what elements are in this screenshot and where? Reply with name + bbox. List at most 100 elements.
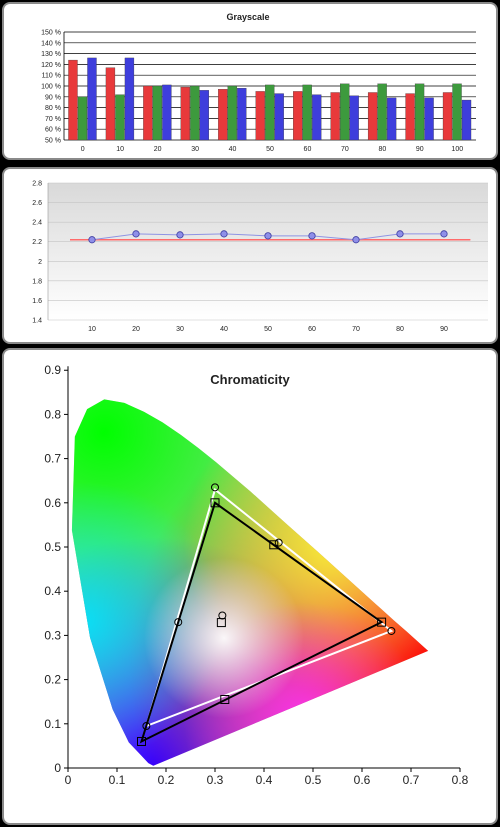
bar (274, 93, 284, 141)
bar (180, 86, 190, 141)
bar (255, 91, 265, 141)
y-tick-label: 0.5 (44, 540, 61, 554)
x-tick-label: 0 (81, 146, 85, 153)
x-tick-label: 40 (229, 146, 237, 153)
bar (330, 92, 340, 141)
y-tick-label: 1.6 (32, 298, 42, 305)
y-tick-label: 2.8 (32, 181, 42, 188)
measured-point (218, 611, 227, 620)
x-tick-label: 0.6 (354, 773, 371, 787)
y-tick-label: 2.2 (32, 239, 42, 246)
bar (237, 88, 247, 141)
x-tick-label: 0.5 (305, 773, 322, 787)
bar (227, 85, 237, 141)
bar (265, 84, 275, 141)
x-tick-label: 0.2 (158, 773, 175, 787)
gamma-point (88, 236, 96, 244)
measured-point (142, 722, 151, 731)
y-tick-label: 50 % (45, 138, 61, 145)
x-tick-label: 90 (416, 146, 424, 153)
y-tick-label: 0.8 (44, 407, 61, 421)
bar (293, 91, 303, 141)
x-tick-label: 0.3 (207, 773, 224, 787)
y-tick-label: 0.4 (44, 584, 61, 598)
x-tick-label: 50 (264, 326, 272, 333)
measured-point (387, 626, 396, 635)
bar (77, 96, 88, 141)
x-tick-label: 20 (154, 146, 162, 153)
y-tick-label: 1.4 (32, 318, 42, 325)
bar (87, 57, 97, 141)
x-tick-label: 80 (396, 326, 404, 333)
y-tick-label: 100 % (41, 84, 61, 91)
chromaticity-title: Chromaticity (210, 372, 290, 387)
bar (349, 95, 359, 141)
x-tick-label: 0.1 (109, 773, 126, 787)
x-tick-label: 50 (266, 146, 274, 153)
bar (424, 97, 434, 141)
plot-background (48, 183, 488, 320)
y-tick-label: 110 % (42, 73, 61, 80)
target-point (137, 736, 146, 746)
bar (452, 83, 462, 141)
bar (105, 67, 116, 141)
bar (190, 85, 200, 141)
gamma-point (176, 231, 184, 239)
grayscale-panel: Grayscale 50 % 60 % 70 % 80 % 90 % 100 % 110 %… (2, 2, 498, 160)
target-point (210, 498, 220, 508)
bar (143, 85, 153, 141)
gamma-point (396, 230, 404, 238)
bar (377, 83, 387, 141)
x-tick-label: 0.4 (256, 773, 273, 787)
gamma-point (440, 230, 448, 238)
grayscale-chart: Grayscale 50 % 60 % 70 % 80 % 90 % 100 % 110 %… (41, 12, 476, 153)
gamma-point (220, 230, 228, 238)
bar (199, 90, 209, 141)
y-tick-label: 0.1 (44, 717, 61, 731)
y-tick-label: 0.6 (44, 496, 61, 510)
x-tick-label: 0.7 (403, 773, 420, 787)
x-tick-label: 10 (88, 326, 96, 333)
y-tick-label: 70 % (45, 116, 61, 123)
x-tick-label: 60 (308, 326, 316, 333)
chromaticity-panel: Chromaticity 0 0.1 0.2 0.3 0.4 0.5 0.6 0.7 0.8 0 0… (2, 348, 498, 825)
y-tick-label: 130 % (41, 51, 61, 58)
bar (152, 85, 163, 141)
bar (386, 97, 397, 141)
y-tick-label: 0.7 (44, 452, 61, 466)
chromaticity-chart: Chromaticity 0 0.1 0.2 0.3 0.4 0.5 0.6 0.7 0.8 0 0… (44, 363, 468, 787)
y-tick-label: 80 % (45, 105, 61, 112)
target-point (220, 694, 230, 704)
gamma-chart: 1.4 1.6 1.8 2 2.2 2.4 2.6 2.8 10 20 30 40 50 60 70 80 90 (32, 181, 488, 333)
x-tick-label: 90 (440, 326, 448, 333)
gamma-panel: 1.4 1.6 1.8 2 2.2 2.4 2.6 2.8 10 20 30 40 50 60 70 80 90 (2, 167, 498, 344)
x-tick-label: 30 (176, 326, 184, 333)
gamma-point (264, 232, 272, 240)
x-tick-label: 70 (352, 326, 360, 333)
bar (340, 83, 350, 141)
spectral-locus (71, 399, 429, 766)
measured-point (274, 538, 283, 547)
y-tick-label: 2 (38, 259, 42, 266)
bar (367, 92, 378, 141)
x-tick-label: 30 (191, 146, 199, 153)
gamma-point (308, 232, 316, 240)
target-point (377, 617, 387, 627)
grayscale-title: Grayscale (226, 12, 269, 22)
x-tick-label: 10 (116, 146, 124, 153)
bar (414, 83, 425, 141)
measured-point (174, 618, 183, 627)
bar (115, 94, 125, 141)
bar (124, 57, 135, 141)
y-tick-label: 90 % (45, 94, 61, 101)
y-tick-label: 60 % (45, 127, 61, 134)
y-tick-label: 140 % (41, 40, 61, 47)
x-tick-label: 20 (132, 326, 140, 333)
y-tick-label: 120 % (41, 62, 61, 69)
bar (302, 84, 312, 141)
y-tick-label: 1.8 (32, 278, 42, 285)
bar (162, 84, 172, 141)
bar (218, 89, 228, 141)
x-tick-label: 70 (341, 146, 349, 153)
gamma-point (132, 230, 140, 238)
